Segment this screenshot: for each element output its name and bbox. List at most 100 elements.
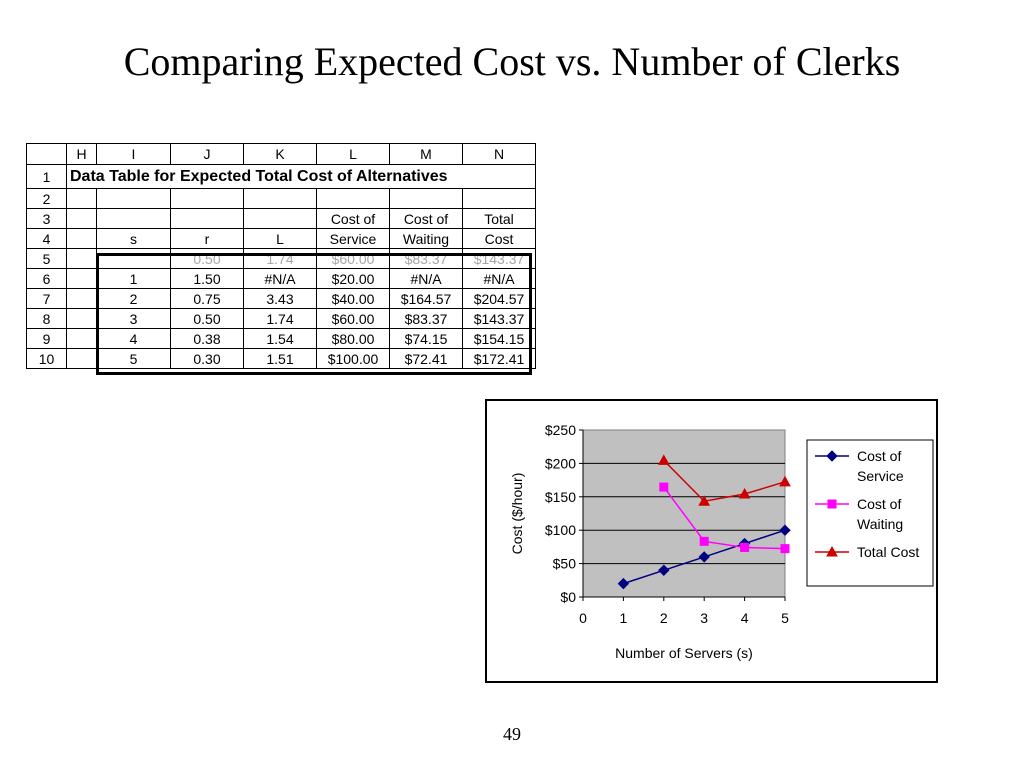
- col-header-l: L: [316, 143, 390, 165]
- cell: $80.00: [316, 328, 390, 349]
- col-header-m: M: [389, 143, 463, 165]
- legend-label: Service: [857, 468, 904, 484]
- header-cell: Cost: [462, 228, 536, 249]
- cell: 2: [96, 288, 171, 309]
- cell: [96, 248, 171, 269]
- header-cell: L: [243, 228, 317, 249]
- row-number: 10: [26, 348, 67, 369]
- row-number: 4: [26, 228, 67, 249]
- row-number: 1: [26, 164, 67, 189]
- legend-marker: [827, 499, 837, 509]
- cell: $83.37: [389, 308, 463, 329]
- table-row: 1 Data Table for Expected Total Cost of …: [26, 164, 536, 189]
- data-point: [658, 564, 670, 576]
- cell: $172.41: [462, 348, 536, 369]
- series-line-2: [663, 459, 786, 503]
- data-point: [617, 577, 630, 590]
- table-row: 4 s r L Service Waiting Cost: [26, 228, 536, 249]
- x-axis-title: Number of Servers (s): [615, 645, 753, 661]
- col-header-i: I: [96, 143, 171, 165]
- cell: 3: [96, 308, 171, 329]
- table-row: 5 0.50 1.74 $60.00 $83.37 $143.37: [26, 248, 536, 269]
- cell: 5: [96, 348, 171, 369]
- legend-marker: [826, 545, 838, 557]
- data-point: [738, 487, 751, 499]
- y-tick-label: $250: [545, 422, 576, 438]
- table-row: 8 3 0.50 1.74 $60.00 $83.37 $143.37: [26, 308, 536, 329]
- cost-line-chart: $0 $50 $100 $150 $200 $250 0 1 2 3 4 5 Number of Ser…: [509, 422, 934, 661]
- cell: 0.38: [170, 328, 244, 349]
- cell: [66, 268, 97, 289]
- cell: 4: [96, 328, 171, 349]
- cell: [170, 208, 244, 229]
- cell: $154.15: [462, 328, 536, 349]
- table-row: 2: [26, 188, 536, 209]
- cell: 0.50: [170, 248, 244, 269]
- x-tick-label: 3: [700, 610, 708, 626]
- cell: [170, 188, 244, 209]
- data-point: [698, 551, 710, 563]
- header-cell: Cost of: [389, 208, 463, 229]
- slide-title: Comparing Expected Cost vs. Number of Cl…: [123, 39, 901, 84]
- data-point: [659, 482, 669, 492]
- cell: 1.74: [243, 248, 317, 269]
- cell: $20.00: [316, 268, 390, 289]
- column-header-row: H I J K L M N: [26, 143, 536, 165]
- cell: $72.41: [389, 348, 463, 369]
- cell: [96, 208, 171, 229]
- cell: [243, 188, 317, 209]
- table-row: 6 1 1.50 #N/A $20.00 #N/A #N/A: [26, 268, 536, 289]
- y-tick-label: $200: [545, 455, 576, 471]
- x-tick-label: 1: [620, 610, 628, 626]
- series-line-1: [663, 486, 786, 550]
- cell: [66, 228, 97, 249]
- cell: $143.37: [462, 248, 536, 269]
- header-cell: r: [170, 228, 244, 249]
- cell: 1.74: [243, 308, 317, 329]
- cell: $83.37: [389, 248, 463, 269]
- cell: $60.00: [316, 308, 390, 329]
- cell: 1.50: [170, 268, 244, 289]
- col-header-h: H: [66, 143, 97, 165]
- y-axis-title: Cost ($/hour): [509, 473, 525, 555]
- row-number: 6: [26, 268, 67, 289]
- data-point: [699, 536, 709, 546]
- cell: [66, 328, 97, 349]
- legend-marker: [826, 450, 838, 462]
- col-header-n: N: [462, 143, 536, 165]
- cell: $100.00: [316, 348, 390, 369]
- cell: [66, 248, 97, 269]
- header-cell: Total: [462, 208, 536, 229]
- y-tick-label: $150: [545, 489, 576, 505]
- table-row: 3 Cost of Cost of Total: [26, 208, 536, 229]
- cell: 1.54: [243, 328, 317, 349]
- legend-label: Waiting: [857, 516, 903, 532]
- col-header-k: K: [243, 143, 317, 165]
- table-row: 7 2 0.75 3.43 $40.00 $164.57 $204.57: [26, 288, 536, 309]
- row-number: 3: [26, 208, 67, 229]
- cell: $40.00: [316, 288, 390, 309]
- cell: $204.57: [462, 288, 536, 309]
- data-point: [740, 542, 750, 552]
- table-title: Data Table for Expected Total Cost of Al…: [66, 164, 536, 189]
- cell: $60.00: [316, 248, 390, 269]
- cell: 0.75: [170, 288, 244, 309]
- cell: 3.43: [243, 288, 317, 309]
- cell: #N/A: [462, 268, 536, 289]
- cell: [66, 288, 97, 309]
- table-row: 10 5 0.30 1.51 $100.00 $72.41 $172.41: [26, 348, 536, 369]
- x-tick-label: 2: [660, 610, 668, 626]
- cell: #N/A: [389, 268, 463, 289]
- page-number: 49: [503, 724, 521, 744]
- header-cell: Cost of: [316, 208, 390, 229]
- cell: $164.57: [389, 288, 463, 309]
- cell: 1: [96, 268, 171, 289]
- cell: [66, 188, 97, 209]
- legend-label: Cost of: [857, 448, 901, 464]
- y-tick-label: $50: [553, 556, 577, 572]
- y-tick-label: $0: [560, 589, 576, 605]
- header-cell: s: [96, 228, 171, 249]
- data-point: [779, 475, 791, 487]
- legend-label: Total Cost: [857, 544, 919, 560]
- x-tick-label: 5: [781, 610, 789, 626]
